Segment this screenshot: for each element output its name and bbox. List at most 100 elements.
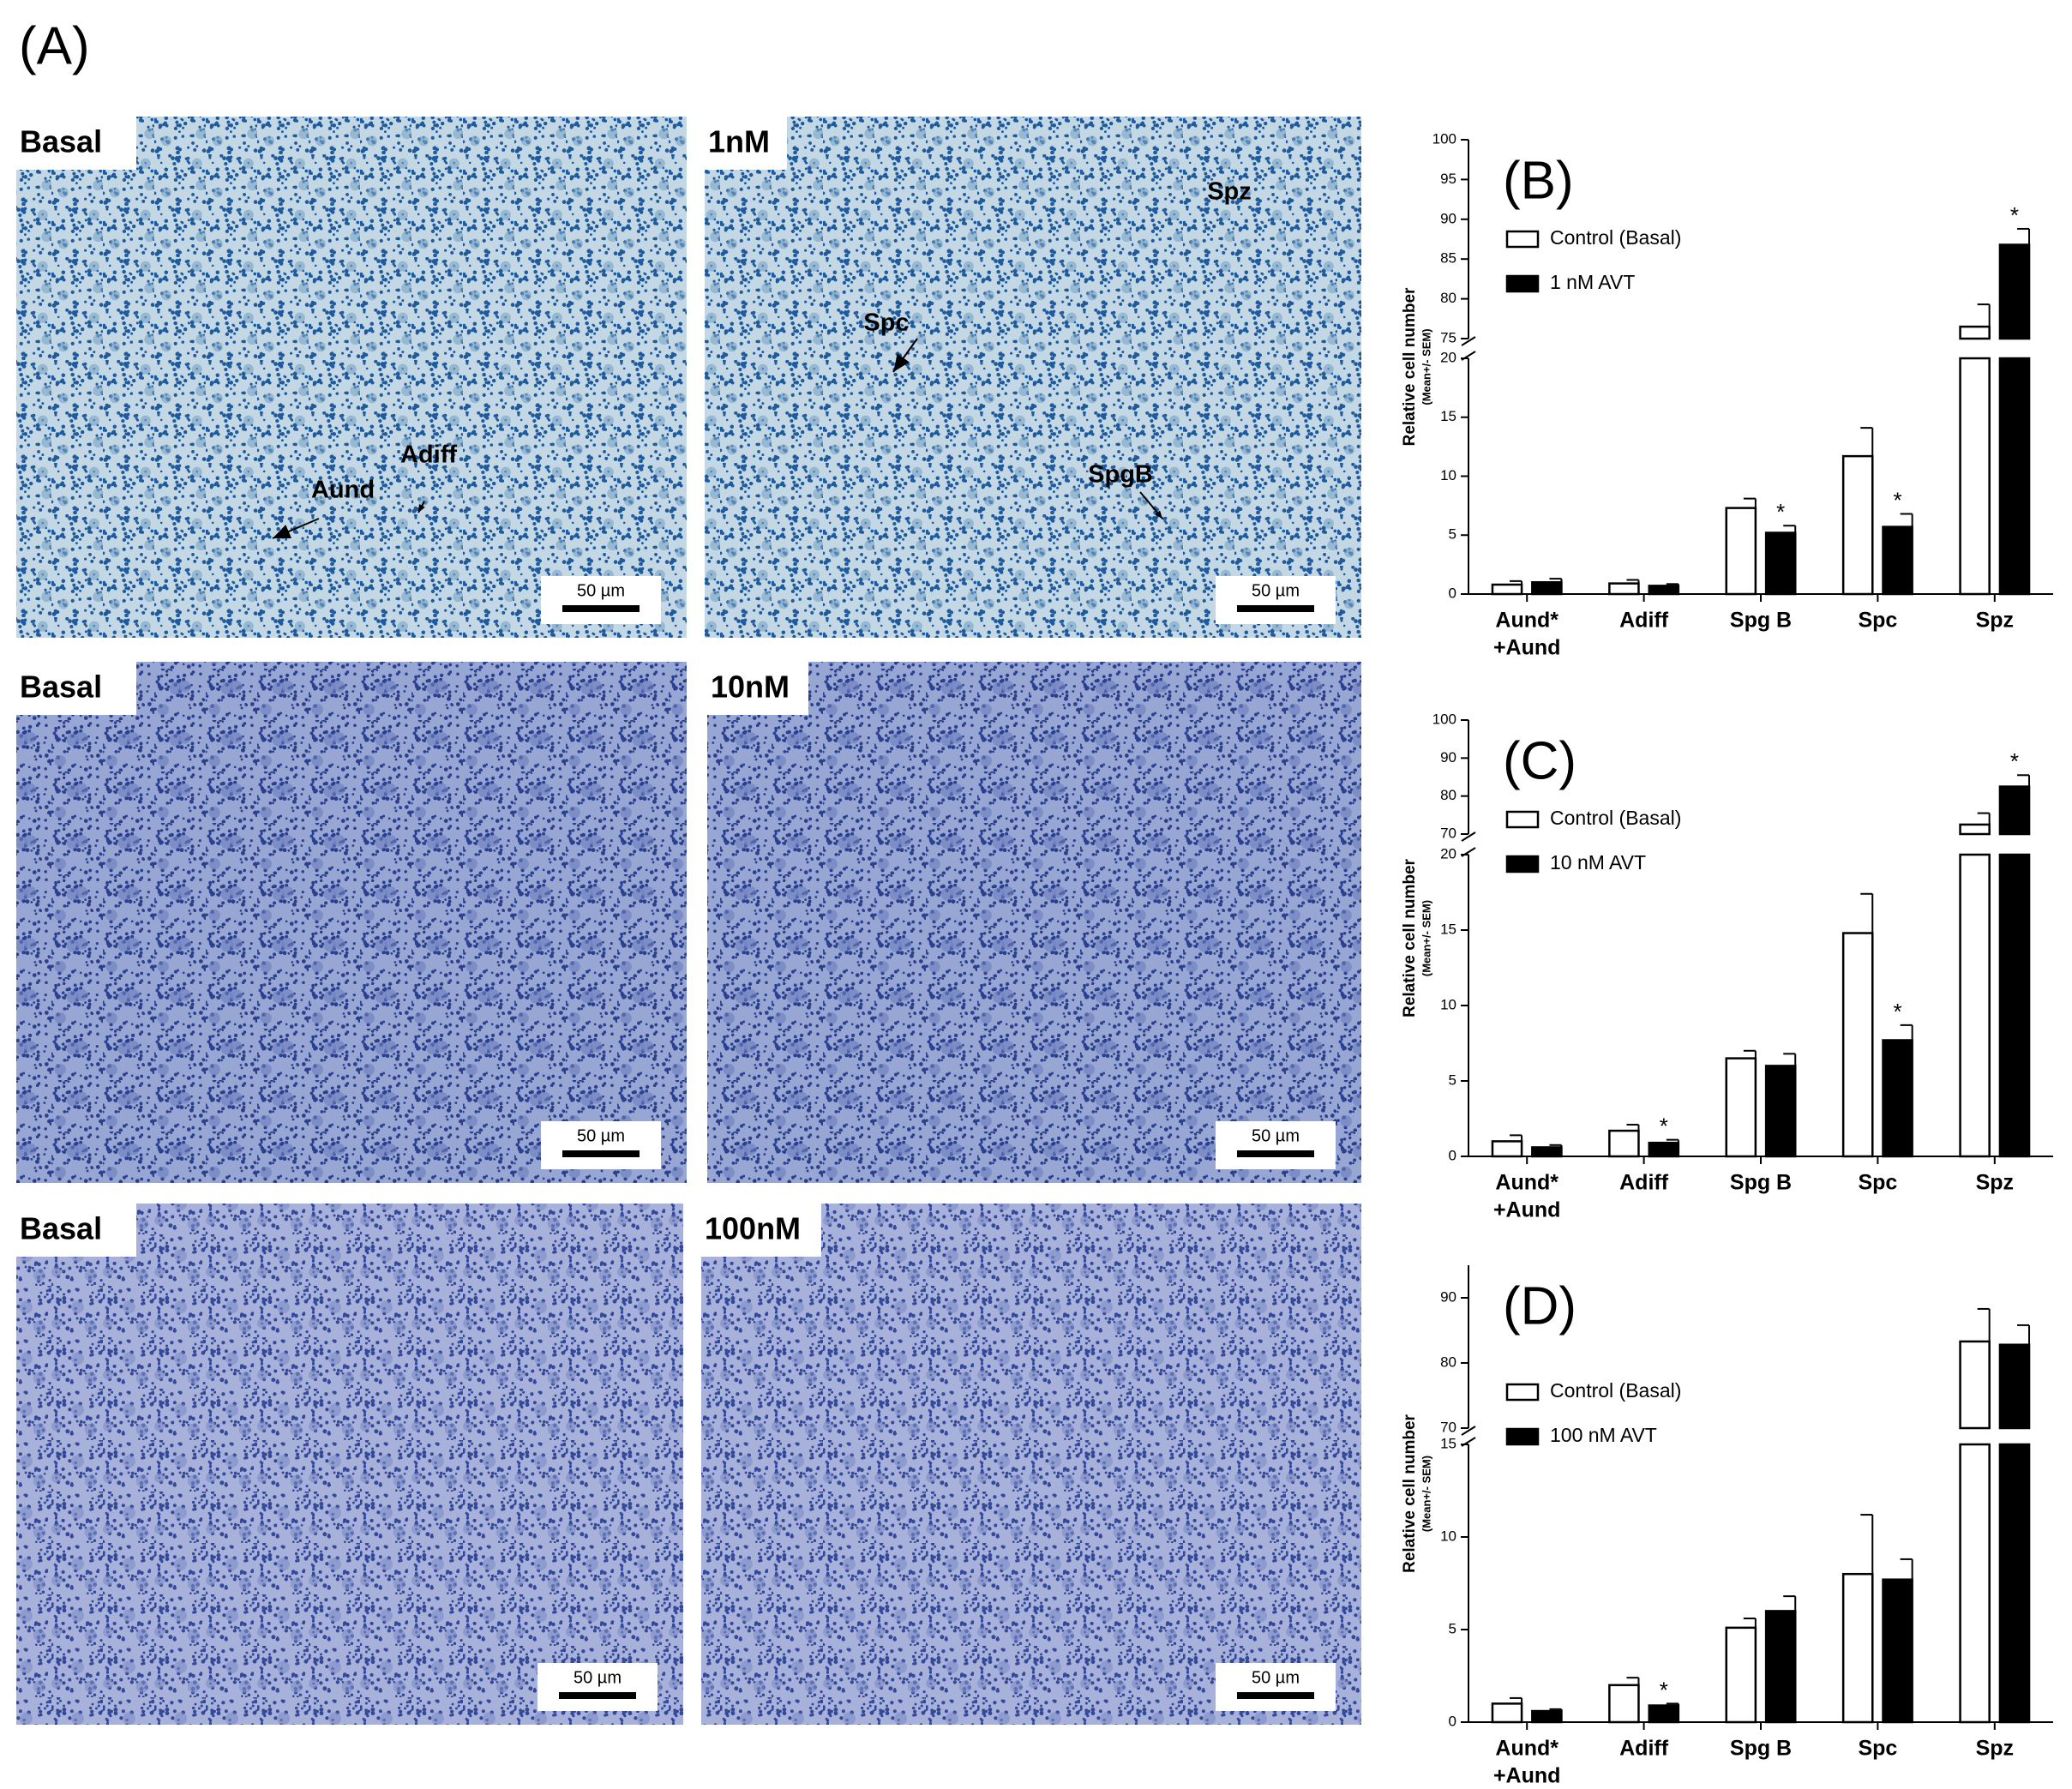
scale-bar-bg xyxy=(1216,1121,1336,1169)
bar xyxy=(1998,1443,2031,1724)
y-tick-label: 5 xyxy=(1449,526,1456,543)
bar xyxy=(1725,1057,1757,1158)
significance: * xyxy=(1894,487,1902,513)
legend-swatch xyxy=(1505,855,1540,873)
y-axis-label-sub: (Mean+/- SEM) xyxy=(1420,900,1432,976)
legend-label: Control (Basal) xyxy=(1550,1379,1681,1402)
bar xyxy=(1998,243,2031,340)
legend-label: Control (Basal) xyxy=(1550,807,1681,829)
y-tick-label: 80 xyxy=(1440,1354,1456,1370)
x-tick-label: +Aund xyxy=(1493,1764,1560,1788)
annotation: Spc xyxy=(863,309,909,337)
y-tick-label: 15 xyxy=(1440,408,1456,424)
x-tick-label: Adiff xyxy=(1619,1737,1669,1761)
x-tick-label: +Aund xyxy=(1493,636,1560,660)
scale-bar-label: 50 µm xyxy=(577,1126,625,1145)
x-tick-label: Aund* xyxy=(1495,1737,1559,1761)
y-tick-label: 10 xyxy=(1440,1528,1456,1544)
x-tick-label: Spg B xyxy=(1730,609,1792,633)
bar xyxy=(1882,525,1913,596)
annotation: Aund xyxy=(311,477,375,504)
legend-label: 100 nM AVT xyxy=(1550,1424,1657,1446)
chart-title: (B) xyxy=(1503,151,1574,210)
bar xyxy=(1491,583,1523,596)
y-tick-label: 70 xyxy=(1440,1419,1456,1435)
bar xyxy=(1959,325,1991,340)
y-tick-label: 20 xyxy=(1440,349,1456,365)
scale-bar-bg xyxy=(538,1663,658,1711)
bar xyxy=(1764,1065,1797,1158)
legend-label: 1 nM AVT xyxy=(1550,271,1635,293)
legend-swatch xyxy=(1505,1383,1540,1402)
y-tick-label: 90 xyxy=(1440,210,1456,226)
bar xyxy=(1725,1626,1757,1724)
bar xyxy=(1841,932,1874,1158)
label-bg xyxy=(701,1204,821,1257)
micrograph-label: Basal xyxy=(20,1211,102,1246)
legend-swatch xyxy=(1505,1427,1540,1446)
bar xyxy=(1725,507,1757,596)
micrograph-label: 1nM xyxy=(708,124,770,159)
bar xyxy=(1648,1704,1680,1724)
x-tick-label: Spz xyxy=(1976,1171,2014,1195)
scale-bar xyxy=(559,1692,636,1699)
micrograph-label: 100nM xyxy=(705,1211,801,1246)
y-axis-label-sub: (Mean+/- SEM) xyxy=(1420,328,1432,405)
bar xyxy=(1764,531,1797,596)
bar xyxy=(1764,1610,1797,1724)
scale-bar-bg xyxy=(541,1121,661,1169)
y-tick-label: 100 xyxy=(1432,711,1456,727)
chart-title: (D) xyxy=(1503,1276,1577,1336)
scale-bar xyxy=(1237,605,1314,612)
label-bg xyxy=(16,1204,136,1257)
bar xyxy=(1491,1702,1523,1724)
bar xyxy=(1608,1684,1640,1724)
significance: * xyxy=(1660,1677,1668,1702)
y-tick-label: 10 xyxy=(1440,467,1456,483)
bar xyxy=(1841,1572,1874,1724)
y-axis-label: Relative cell number xyxy=(1401,1414,1419,1572)
scale-bar xyxy=(1237,1692,1314,1699)
x-tick-label: Spc xyxy=(1858,609,1897,633)
bar xyxy=(1959,853,1991,1158)
x-tick-label: Spz xyxy=(1976,609,2014,633)
axis-break xyxy=(1461,1426,1476,1436)
label-bg xyxy=(16,662,136,715)
label-bg xyxy=(16,117,136,170)
y-tick-label: 5 xyxy=(1449,1620,1456,1636)
y-tick-label: 15 xyxy=(1440,921,1456,937)
bar xyxy=(1491,1140,1523,1158)
scale-bar-bg xyxy=(1216,576,1336,624)
arrow-head xyxy=(1155,510,1162,519)
x-tick-label: Aund* xyxy=(1495,1171,1559,1195)
annotation: Adiff xyxy=(400,441,457,469)
y-tick-label: 5 xyxy=(1449,1072,1456,1088)
micrograph-label: 10nM xyxy=(711,669,790,705)
y-tick-label: 70 xyxy=(1440,825,1456,841)
y-tick-label: 80 xyxy=(1440,787,1456,803)
bar xyxy=(1959,1443,1991,1724)
y-axis-label: Relative cell number xyxy=(1401,858,1419,1017)
y-tick-label: 0 xyxy=(1449,585,1456,601)
annotation: SpgB xyxy=(1088,461,1153,489)
significance: * xyxy=(1660,1114,1668,1139)
scale-bar-bg xyxy=(541,576,661,624)
micrograph-label: Basal xyxy=(20,124,102,159)
y-tick-label: 0 xyxy=(1449,1713,1456,1729)
bar xyxy=(1882,1039,1913,1158)
scale-bar-bg xyxy=(1216,1663,1336,1711)
x-tick-label: Spz xyxy=(1976,1737,2014,1761)
y-tick-label: 10 xyxy=(1440,996,1456,1012)
bar xyxy=(1531,1709,1563,1724)
scale-bar-label: 50 µm xyxy=(574,1668,622,1687)
axis-break xyxy=(1461,831,1476,842)
bar xyxy=(1998,853,2031,1158)
micrograph xyxy=(707,662,1361,1183)
arrow-head xyxy=(893,353,910,372)
x-tick-label: Aund* xyxy=(1495,609,1559,633)
bar xyxy=(1531,581,1563,596)
legend-swatch xyxy=(1505,810,1540,829)
micrograph xyxy=(16,662,687,1183)
bar xyxy=(1959,1340,1991,1430)
